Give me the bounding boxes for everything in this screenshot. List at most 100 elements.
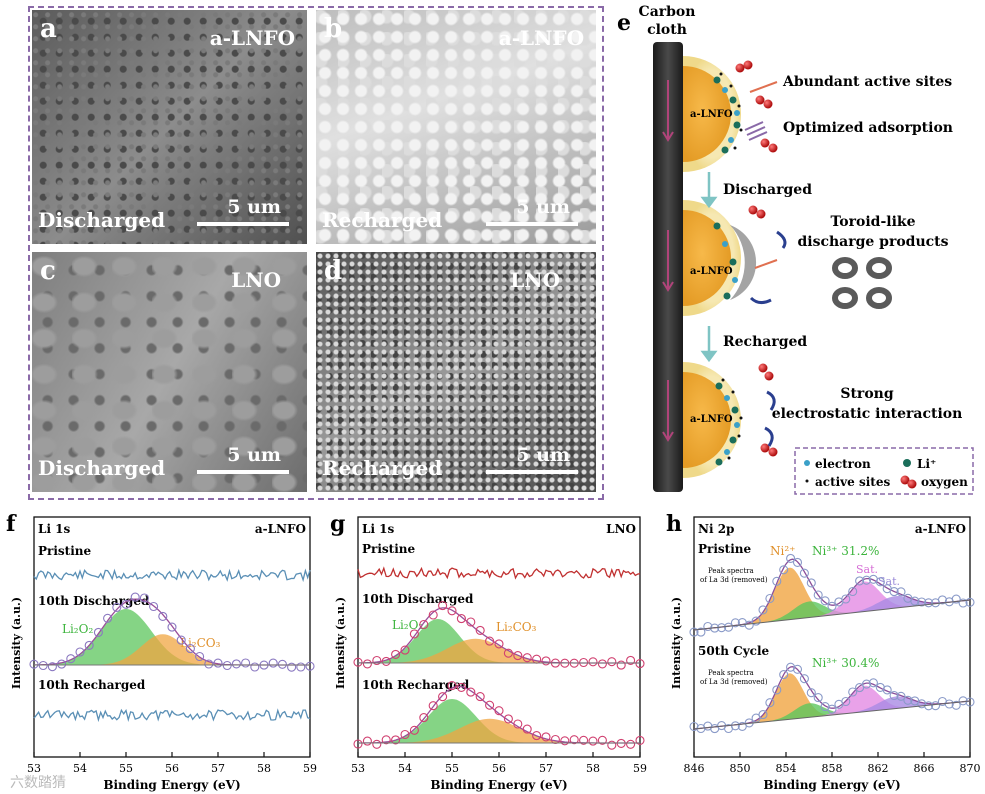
discharged-label: Discharged	[723, 182, 812, 198]
sem-panel-d: d LNO Recharged 5 um	[316, 252, 596, 492]
sample-name: a-LNFO	[498, 26, 584, 50]
data-point	[723, 622, 734, 632]
data-point	[917, 699, 927, 709]
data-point	[786, 662, 796, 672]
data-point	[503, 714, 513, 724]
data-point	[730, 721, 740, 731]
peak-fill-li2co3	[34, 634, 310, 665]
data-point	[896, 691, 906, 701]
x-axis-label: Binding Energy (eV)	[103, 778, 240, 792]
scale-bar	[486, 222, 578, 226]
oxygen-molecules	[735, 60, 778, 457]
scale-label: 5 um	[516, 444, 570, 466]
data-point	[204, 659, 214, 669]
toroid-label: Toroid-like	[830, 214, 915, 230]
data-point	[616, 660, 626, 670]
x-tick-label: 858	[822, 762, 843, 775]
data-point	[910, 596, 920, 606]
data-point	[475, 692, 485, 702]
data-point	[855, 576, 865, 586]
data-point	[861, 679, 872, 689]
noise-trace	[357, 566, 641, 580]
data-point	[607, 657, 617, 667]
data-point	[689, 721, 699, 732]
peak-fill-li2o2	[358, 699, 640, 743]
chart-title: Li 1s	[38, 522, 71, 536]
chart-g: g Li 1s LNO Pristine 10th Discharged 10t…	[330, 511, 647, 792]
data-point	[391, 735, 401, 745]
sem-panel-b: b a-LNFO Recharged 5 um	[316, 10, 596, 244]
data-point	[560, 736, 570, 746]
data-point	[277, 659, 287, 669]
data-point	[765, 593, 775, 604]
data-point	[296, 662, 306, 672]
data-point	[268, 658, 278, 668]
data-point	[696, 627, 706, 637]
peak-label-li2co3: Li₂CO₃	[180, 636, 221, 650]
data-point	[447, 606, 457, 616]
x-tick-label: 55	[445, 762, 459, 775]
data-point	[372, 739, 382, 749]
lnfo-particle: a-LNFO	[683, 362, 741, 478]
baseline	[693, 599, 971, 631]
chart-f: f Li 1s a-LNFO Pristine 10th Discharged …	[6, 511, 317, 792]
peak-label-li2o2: Li₂O₂	[62, 622, 93, 636]
data-point	[353, 657, 363, 667]
panel-letter-h: h	[666, 511, 682, 537]
x-tick-label: 58	[586, 762, 600, 775]
data-point	[965, 697, 975, 707]
sem-panel-a: a a-LNFO Discharged 5 um	[32, 10, 307, 244]
schematic-e: e Carbon cloth a-LNFO a-LNFO a-LNFO	[617, 4, 974, 495]
data-point	[813, 590, 823, 600]
data-point	[381, 656, 391, 666]
data-point	[409, 629, 419, 639]
data-point	[400, 645, 410, 655]
data-point	[579, 735, 589, 745]
data-point	[889, 587, 899, 597]
data-point	[765, 698, 775, 708]
legend-box	[794, 447, 974, 495]
data-point	[185, 644, 195, 654]
series-label: 10th Recharged	[362, 678, 470, 692]
data-point	[626, 655, 636, 665]
data-point	[813, 693, 823, 703]
x-tick-label: 54	[398, 762, 412, 775]
panel-letter-g: g	[330, 511, 345, 537]
x-axis-label: Binding Energy (eV)	[763, 778, 900, 792]
noise-trace	[33, 708, 311, 723]
data-point	[47, 662, 57, 672]
data-point	[848, 586, 858, 597]
x-tick-label: 870	[960, 762, 981, 775]
data-point	[428, 610, 438, 620]
panel-letter-b: b	[324, 14, 343, 44]
condition-label: Discharged	[38, 456, 166, 480]
ni3-label: Ni³⁺ 31.2%	[812, 544, 879, 558]
x-tick-label: 854	[776, 762, 797, 775]
baseline	[693, 700, 971, 730]
data-point	[456, 614, 466, 624]
data-point	[400, 729, 410, 740]
ni2-label: Ni²⁺	[770, 544, 795, 558]
chart-title: Ni 2p	[698, 522, 734, 536]
abundant-active-sites-label: Abundant active sites	[782, 74, 952, 90]
series-label: Pristine	[698, 542, 751, 556]
series-label: Pristine	[38, 544, 91, 558]
data-point	[428, 701, 438, 711]
scale-bar	[486, 470, 578, 474]
data-point	[167, 622, 177, 632]
data-point	[541, 656, 551, 666]
condition-label: Recharged	[322, 208, 443, 232]
x-tick-label: 54	[73, 762, 87, 775]
x-tick-label: 862	[868, 762, 889, 775]
data-point	[522, 724, 532, 734]
data-point	[241, 658, 251, 668]
data-point	[806, 688, 816, 698]
data-point	[84, 640, 94, 650]
data-point	[896, 587, 906, 597]
data-point	[792, 664, 803, 674]
lnfo-particle: a-LNFO	[683, 200, 757, 316]
panel-letter-c: c	[40, 256, 56, 286]
x-tick-label: 850	[730, 762, 751, 775]
x-tick-label: 58	[257, 762, 271, 775]
data-point	[532, 731, 542, 741]
